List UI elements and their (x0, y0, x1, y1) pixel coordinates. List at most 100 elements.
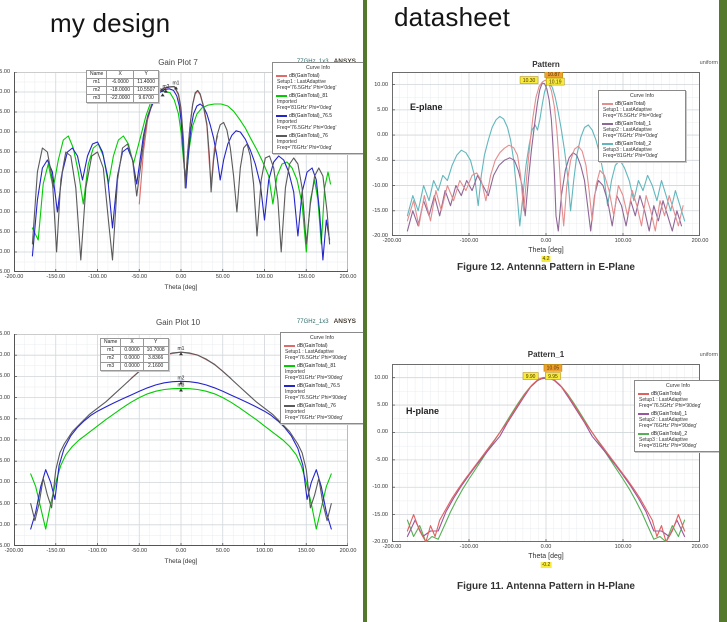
project-label: 77GHz_1x3 (296, 319, 329, 325)
y-tick-label: -30.00 (0, 249, 10, 255)
y-tick-label: 5.00 (377, 402, 388, 409)
chart-title: Gain Plot 7 (158, 58, 198, 67)
marker-table-cell: 0.0000 (120, 362, 144, 371)
highlight-tag: 4.2 (541, 256, 551, 262)
marker-table-cell: m3 (99, 362, 122, 371)
y-tick-label: -15.00 (0, 458, 10, 465)
x-tick-label: -150.00 (46, 274, 66, 280)
x-tick-label: 100.00 (614, 544, 632, 550)
x-tick-label: -50.00 (131, 548, 148, 554)
y-tick-label: 10.00 (374, 81, 388, 88)
y-tick-label: -10.00 (0, 437, 10, 443)
legend-entry: dB(GainTotal)_2 (602, 141, 682, 147)
legend-curve-name: dB(GainTotal)_1 (651, 411, 688, 417)
x-tick-label: 200.00 (691, 238, 709, 244)
x-tick-label: 0.00 (175, 274, 187, 280)
y-tick-label: -30.00 (0, 521, 10, 528)
legend-swatch (284, 405, 295, 407)
legend-entry: dB(GainTotal) (276, 73, 360, 79)
curve-info-legend: Curve Info dB(GainTotal) Setup1 : LastAdap… (272, 62, 364, 154)
legend-curve-name: dB(GainTotal)_1 (615, 121, 652, 127)
ansys-logo: ANSYS (333, 318, 356, 325)
legend-curve-name: dB(GainTotal)_2 (615, 141, 652, 147)
svg-text:10.30: 10.30 (523, 78, 536, 84)
marker-table-cell: 0.0000 (120, 346, 144, 355)
y-tick-label: -35.00 (0, 543, 10, 549)
y-tick-label: 15.00 (0, 69, 10, 75)
figure-caption: Figure 12. Antenna Pattern in E-Plane (457, 262, 635, 273)
legend-sub-line: Freq='81GHz' Phi='0deg' (277, 105, 333, 111)
marker-table-cell: 9.6700 (133, 94, 160, 103)
svg-text:9.90: 9.90 (526, 374, 536, 380)
y-tick-label: 5.00 (0, 109, 10, 115)
marker-table-row: m2 0.0000 3.8366 (99, 354, 169, 363)
left-column-heading: my design (50, 8, 171, 38)
legend-sub-line: Freq='81GHz' Phi='90deg' (285, 375, 344, 381)
marker-table-header: X (106, 70, 135, 79)
y-tick-label: 15.00 (0, 331, 10, 337)
y-axis-labels: 15.00 10.00 5.00 0.00 -5.00 -10.00 -15.00 -20.0… (0, 331, 12, 549)
legend-sub-line: Setup2 : LastAdaptive (639, 417, 688, 423)
marker-table-header: X (120, 338, 144, 347)
x-axis-labels: -200.00 -100.00 0.00 100.00 200.00 (383, 544, 709, 552)
marker-table-row: m3 0.0000 2.1600 (99, 362, 169, 371)
y-tick-label: 5.00 (0, 373, 10, 380)
legend-sub-line: Setup2 : LastAdaptive (603, 127, 652, 133)
y-tick-label: 0.00 (377, 429, 388, 436)
marker-table-header: Y (142, 338, 169, 347)
svg-text:m2: m2 (162, 84, 169, 90)
legend-sub-line: Setup1 : LastAdaptive (285, 349, 334, 355)
y-tick-label: -15.00 (0, 189, 10, 195)
x-axis-title: Theta [deg] (164, 558, 198, 565)
y-tick-label: -25.00 (0, 500, 10, 507)
legend-entry: dB(GainTotal) (284, 343, 360, 349)
svg-text:m3: m3 (159, 87, 166, 93)
x-tick-label: -200.00 (4, 274, 24, 280)
right-edge-border (719, 0, 727, 622)
x-tick-label: -200.00 (382, 238, 402, 244)
chart-pattern-hplane: Pattern_1 uniform 9.90 10.05 9.95 H-plane … (372, 344, 722, 604)
y-tick-label: -5.00 (375, 456, 388, 463)
figure-caption: Figure 11. Antenna Pattern in H-Plane (457, 581, 635, 592)
legend-entry: dB(GainTotal)_76 (276, 133, 360, 139)
legend-swatch (602, 143, 613, 145)
x-tick-label: 150.00 (297, 274, 315, 280)
legend-swatch (638, 413, 649, 415)
uniform-note: uniform (699, 352, 718, 358)
y-tick-label: -35.00 (0, 269, 10, 275)
x-tick-label: 0.00 (540, 238, 552, 244)
legend-curve-name: dB(GainTotal)_76.5 (297, 383, 341, 389)
legend-sub-line: Freq='76GHz' Phi='0deg' (603, 133, 659, 139)
y-axis-labels: 15.00 10.00 5.00 0.00 -5.00 -10.00 -15.00 -20.0… (0, 69, 12, 275)
x-axis-title: Theta [deg] (164, 284, 198, 291)
legend-sub-line: Freq='76GHz' Phi='90deg' (285, 415, 344, 421)
svg-text:10.05: 10.05 (547, 366, 560, 372)
legend-swatch (276, 75, 287, 77)
marker-table-cell: 11.4000 (133, 78, 160, 87)
marker-table-cell: m1 (85, 78, 108, 87)
ansys-logo: ANSYS (334, 58, 356, 65)
y-tick-label: 0.00 (0, 394, 10, 401)
legend-sub-line: Imported (277, 139, 297, 145)
svg-text:m1: m1 (178, 346, 185, 352)
x-axis-labels: -200.00 -150.00 -100.00 -50.00 0.00 50.00 100.… (5, 548, 357, 556)
legend-sub-line: Freq='76GHz' Phi='90deg' (639, 423, 698, 429)
x-axis-labels: -200.00 -100.00 0.00 100.00 200.00 (383, 238, 709, 246)
y-tick-label: -20.00 (0, 209, 10, 215)
y-tick-label: -20.00 (0, 479, 10, 486)
marker-table-header-row: Name X Y (99, 338, 169, 347)
legend-swatch (638, 433, 649, 435)
marker-table-cell: 10.5507 (133, 86, 160, 95)
legend-swatch (638, 393, 649, 395)
marker-table-row: m2 -18.0000 10.5507 (85, 86, 160, 95)
x-axis-title: Theta [deg] (528, 553, 564, 560)
svg-text:9.95: 9.95 (548, 374, 558, 380)
center-divider (363, 0, 367, 622)
legend-title: Curve Info (666, 383, 690, 389)
y-tick-label: 10.00 (0, 352, 10, 359)
legend-sub-line: Freq='76.5GHz' Phi='0deg' (603, 113, 663, 119)
legend-sub-line: Freq='76.5GHz' Phi='90deg' (285, 395, 348, 401)
legend-entry: dB(GainTotal)_2 (638, 431, 718, 437)
